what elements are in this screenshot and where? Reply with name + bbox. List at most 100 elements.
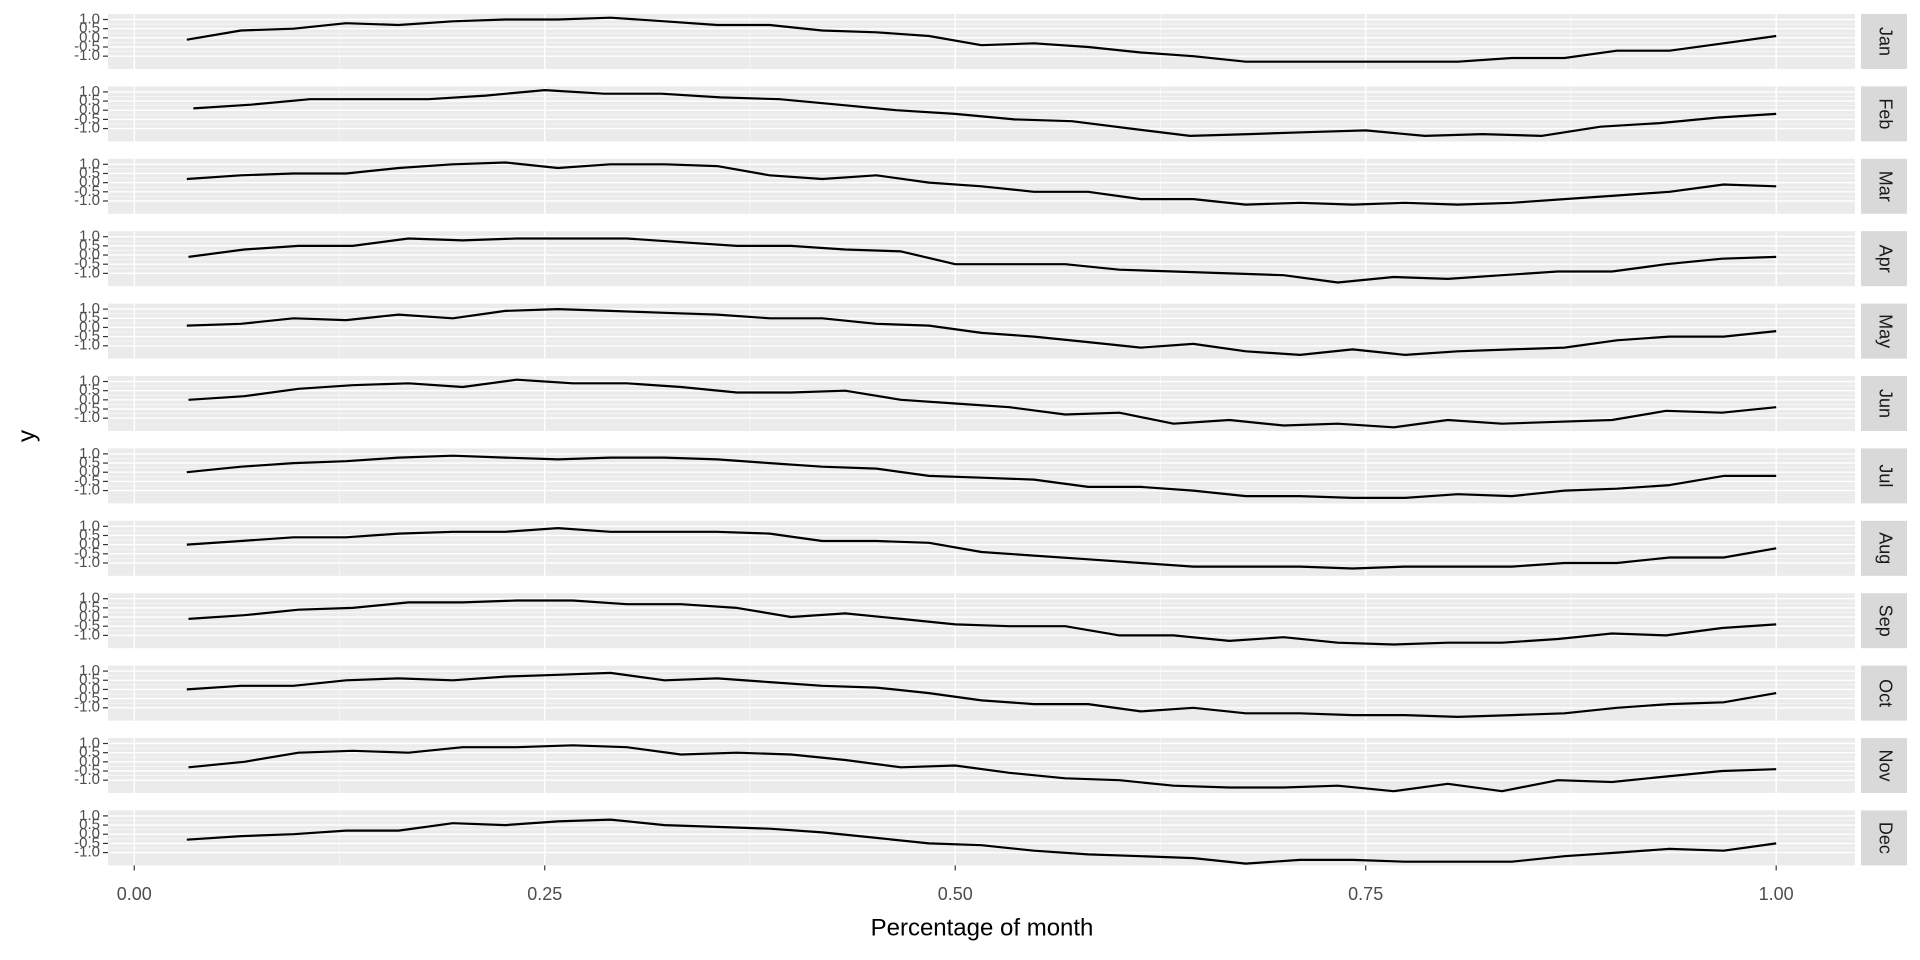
- x-tick-label: 0.75: [1348, 884, 1383, 904]
- line: [186, 161, 1777, 206]
- strip-background: [1861, 376, 1907, 431]
- strip-text: Nov: [1875, 749, 1895, 781]
- y-tick-label: -1.0: [74, 626, 100, 643]
- y-tick-label: 0.0: [79, 680, 100, 697]
- line: [186, 16, 1777, 63]
- y-axis-title: y: [13, 430, 40, 442]
- y-tick-label: -1.0: [74, 337, 100, 354]
- line: [186, 671, 1777, 718]
- y-tick-label: 0.0: [79, 608, 100, 625]
- y-tick-label: 1.0: [79, 590, 100, 607]
- strip-background: [1861, 231, 1907, 287]
- y-tick-label: -0.5: [74, 255, 100, 272]
- strip-text: Jan: [1875, 27, 1895, 56]
- y-tick-label: -1.0: [74, 771, 100, 788]
- y-tick-label: -0.5: [74, 328, 100, 345]
- panel-background: [108, 738, 1855, 793]
- y-tick-label: -0.5: [74, 400, 100, 417]
- y-tick-label: -0.5: [74, 834, 100, 851]
- y-tick-label: -0.5: [74, 762, 100, 779]
- strip-text: Jun: [1875, 389, 1895, 418]
- strip-text: Feb: [1875, 98, 1895, 129]
- x-tick-label: 0.50: [938, 884, 973, 904]
- y-tick-label: -1.0: [74, 192, 100, 209]
- y-tick-label: -1.0: [74, 844, 100, 861]
- strip-background: [1861, 303, 1907, 359]
- y-tick-label: 0.0: [79, 101, 100, 118]
- y-tick-label: -1.0: [74, 47, 100, 64]
- y-tick-label: -1.0: [74, 482, 100, 499]
- strip-text: Jul: [1875, 464, 1895, 487]
- strip-background: [1861, 86, 1907, 142]
- strip-text: Dec: [1875, 822, 1895, 854]
- y-tick-label: 1.0: [79, 807, 100, 824]
- y-tick-label: 0.0: [79, 825, 100, 842]
- y-tick-label: -1.0: [74, 409, 100, 426]
- y-tick-label: 1.0: [79, 228, 100, 245]
- line: [188, 378, 1777, 429]
- panel-background: [108, 448, 1855, 504]
- y-tick-label: 1.0: [79, 10, 100, 27]
- y-tick-label: 0.0: [79, 753, 100, 770]
- y-tick-label: 0.0: [79, 174, 100, 191]
- y-tick-label: 0.0: [79, 536, 100, 553]
- strip-background: [1861, 158, 1907, 214]
- y-tick-label: 0.5: [79, 816, 100, 833]
- strip-background: [1861, 593, 1907, 649]
- y-tick-label: -1.0: [74, 554, 100, 571]
- y-tick-label: -0.5: [74, 545, 100, 562]
- y-tick-label: 0.5: [79, 164, 100, 181]
- strip-background: [1861, 810, 1907, 866]
- strip-background: [1861, 665, 1907, 721]
- strip-text: Mar: [1875, 171, 1895, 202]
- x-tick-label: 0.00: [117, 884, 152, 904]
- line: [186, 527, 1777, 570]
- y-tick-label: 1.0: [79, 300, 100, 317]
- y-tick-label: 0.5: [79, 92, 100, 109]
- line: [186, 818, 1777, 865]
- y-tick-label: 0.0: [79, 318, 100, 335]
- y-tick-label: 0.0: [79, 246, 100, 263]
- strip-text: May: [1875, 314, 1895, 348]
- line: [188, 744, 1777, 793]
- strip-background: [1861, 448, 1907, 504]
- strip-background: [1861, 738, 1907, 793]
- panel-background: [108, 593, 1855, 649]
- y-tick-label: 1.0: [79, 445, 100, 462]
- y-tick-label: -0.5: [74, 110, 100, 127]
- y-tick-label: 0.0: [79, 29, 100, 46]
- line: [186, 454, 1777, 499]
- y-tick-label: 1.0: [79, 734, 100, 751]
- strip-text: Apr: [1875, 245, 1895, 273]
- y-tick-label: 0.5: [79, 309, 100, 326]
- panel-background: [108, 303, 1855, 359]
- strip-text: Oct: [1875, 679, 1895, 707]
- y-tick-label: 0.5: [79, 20, 100, 37]
- y-tick-label: -0.5: [74, 472, 100, 489]
- y-tick-label: 0.5: [79, 599, 100, 616]
- y-tick-label: 1.0: [79, 155, 100, 172]
- line: [188, 599, 1777, 646]
- panel-background: [108, 520, 1855, 576]
- x-axis-title: Percentage of month: [871, 914, 1094, 941]
- y-tick-label: -0.5: [74, 183, 100, 200]
- y-tick-label: 0.0: [79, 463, 100, 480]
- y-tick-label: 0.0: [79, 391, 100, 408]
- y-tick-label: -0.5: [74, 690, 100, 707]
- y-tick-label: -0.5: [74, 38, 100, 55]
- y-tick-label: 0.5: [79, 526, 100, 543]
- panel-background: [108, 86, 1855, 142]
- strip-text: Sep: [1875, 605, 1895, 637]
- strip-background: [1861, 14, 1907, 69]
- y-tick-label: -1.0: [74, 264, 100, 281]
- line: [188, 237, 1777, 284]
- strip-text: Aug: [1875, 532, 1895, 564]
- panel-background: [108, 810, 1855, 866]
- y-tick-label: -0.5: [74, 617, 100, 634]
- y-tick-label: 1.0: [79, 517, 100, 534]
- y-tick-label: 1.0: [79, 662, 100, 679]
- y-tick-label: 1.0: [79, 372, 100, 389]
- y-tick-label: -1.0: [74, 120, 100, 137]
- y-tick-label: 0.5: [79, 454, 100, 471]
